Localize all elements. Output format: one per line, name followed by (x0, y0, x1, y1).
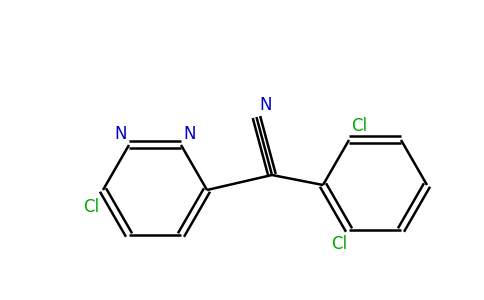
Text: Cl: Cl (351, 117, 367, 135)
Text: N: N (115, 125, 127, 143)
Text: Cl: Cl (83, 198, 99, 216)
Text: N: N (183, 125, 196, 143)
Text: N: N (259, 96, 272, 114)
Text: Cl: Cl (331, 235, 347, 253)
